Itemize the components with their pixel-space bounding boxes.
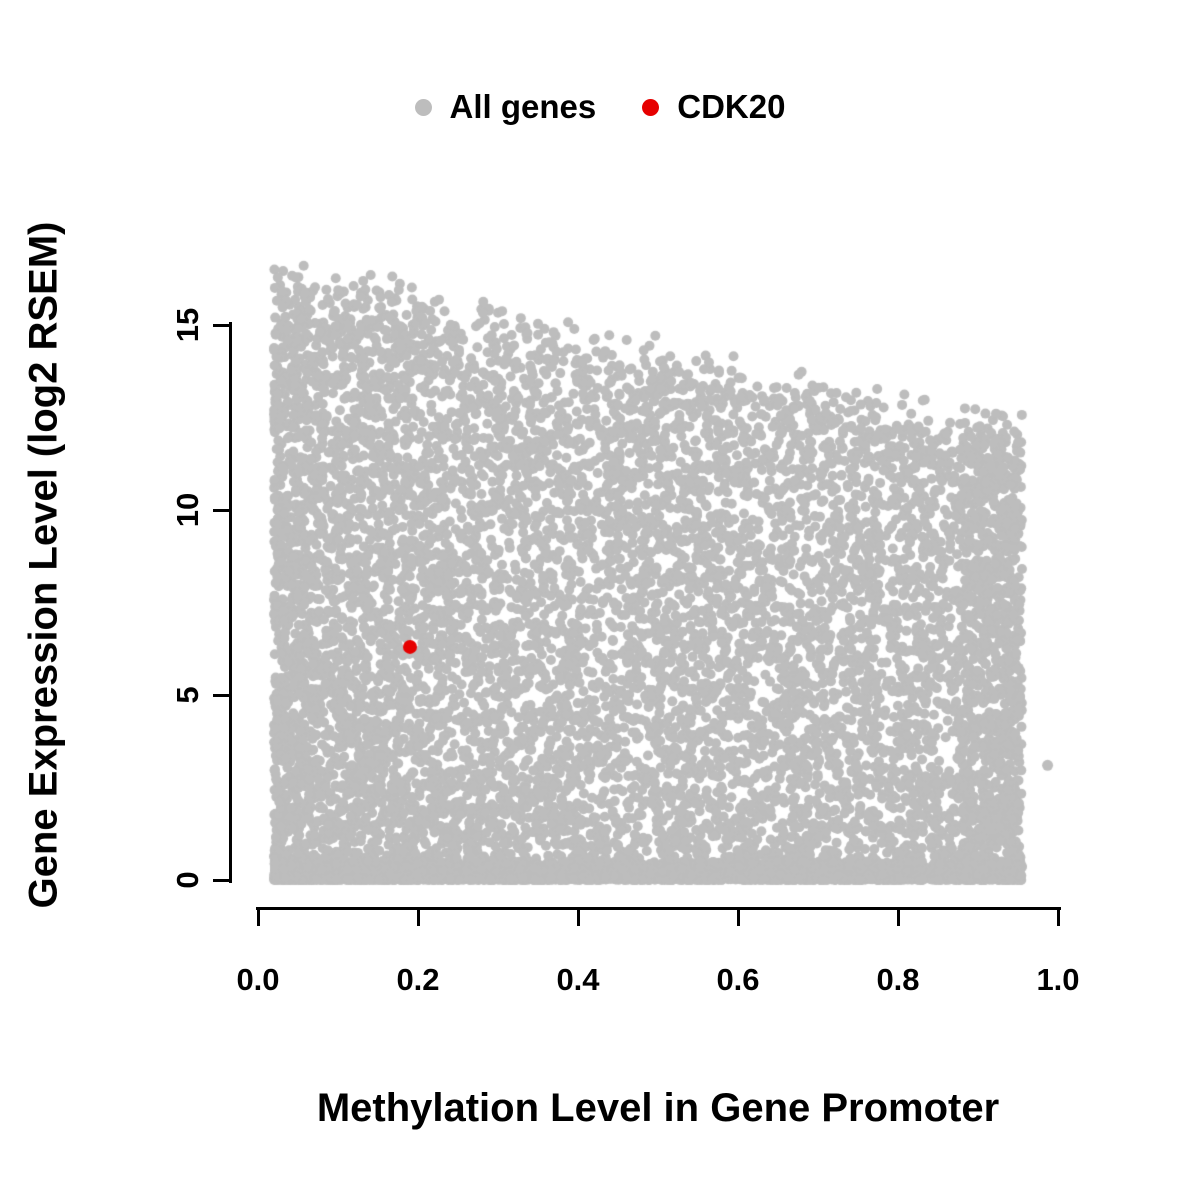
y-axis-line: [229, 322, 232, 883]
x-tick-label-0.6: 0.6: [716, 962, 760, 997]
x-tick-label-0.0: 0.0: [236, 962, 280, 997]
y-tick-10: [213, 509, 229, 512]
y-tick-label-0: 0: [170, 871, 205, 889]
x-tick-0.4: [577, 910, 580, 926]
legend-item-all-genes: All genes: [414, 88, 597, 126]
y-axis-title: Gene Expression Level (log2 RSEM): [21, 221, 66, 909]
cdk20-dot-icon: [642, 98, 660, 116]
x-tick-0.6: [737, 910, 740, 926]
x-axis-line: [256, 907, 1061, 910]
y-tick-label-15: 15: [170, 307, 205, 343]
all-genes-dot-icon: [414, 98, 432, 116]
y-tick-15: [213, 324, 229, 327]
x-tick-0.8: [897, 910, 900, 926]
x-tick-label-0.8: 0.8: [876, 962, 920, 997]
legend-item-cdk20: CDK20: [642, 88, 785, 126]
x-tick-0.2: [417, 910, 420, 926]
x-tick-label-1.0: 1.0: [1036, 962, 1080, 997]
x-tick-0.0: [257, 910, 260, 926]
x-tick-label-0.2: 0.2: [396, 962, 440, 997]
legend: All genes CDK20: [0, 88, 1200, 126]
legend-label-all-genes: All genes: [449, 88, 597, 125]
y-tick-5: [213, 694, 229, 697]
x-tick-1.0: [1057, 910, 1060, 926]
y-tick-0: [213, 879, 229, 882]
legend-label-cdk20: CDK20: [677, 88, 786, 125]
x-tick-label-0.4: 0.4: [556, 962, 600, 997]
y-tick-label-5: 5: [170, 686, 205, 704]
x-axis-title: Methylation Level in Gene Promoter: [316, 1086, 1000, 1130]
y-tick-label-10: 10: [170, 492, 205, 528]
